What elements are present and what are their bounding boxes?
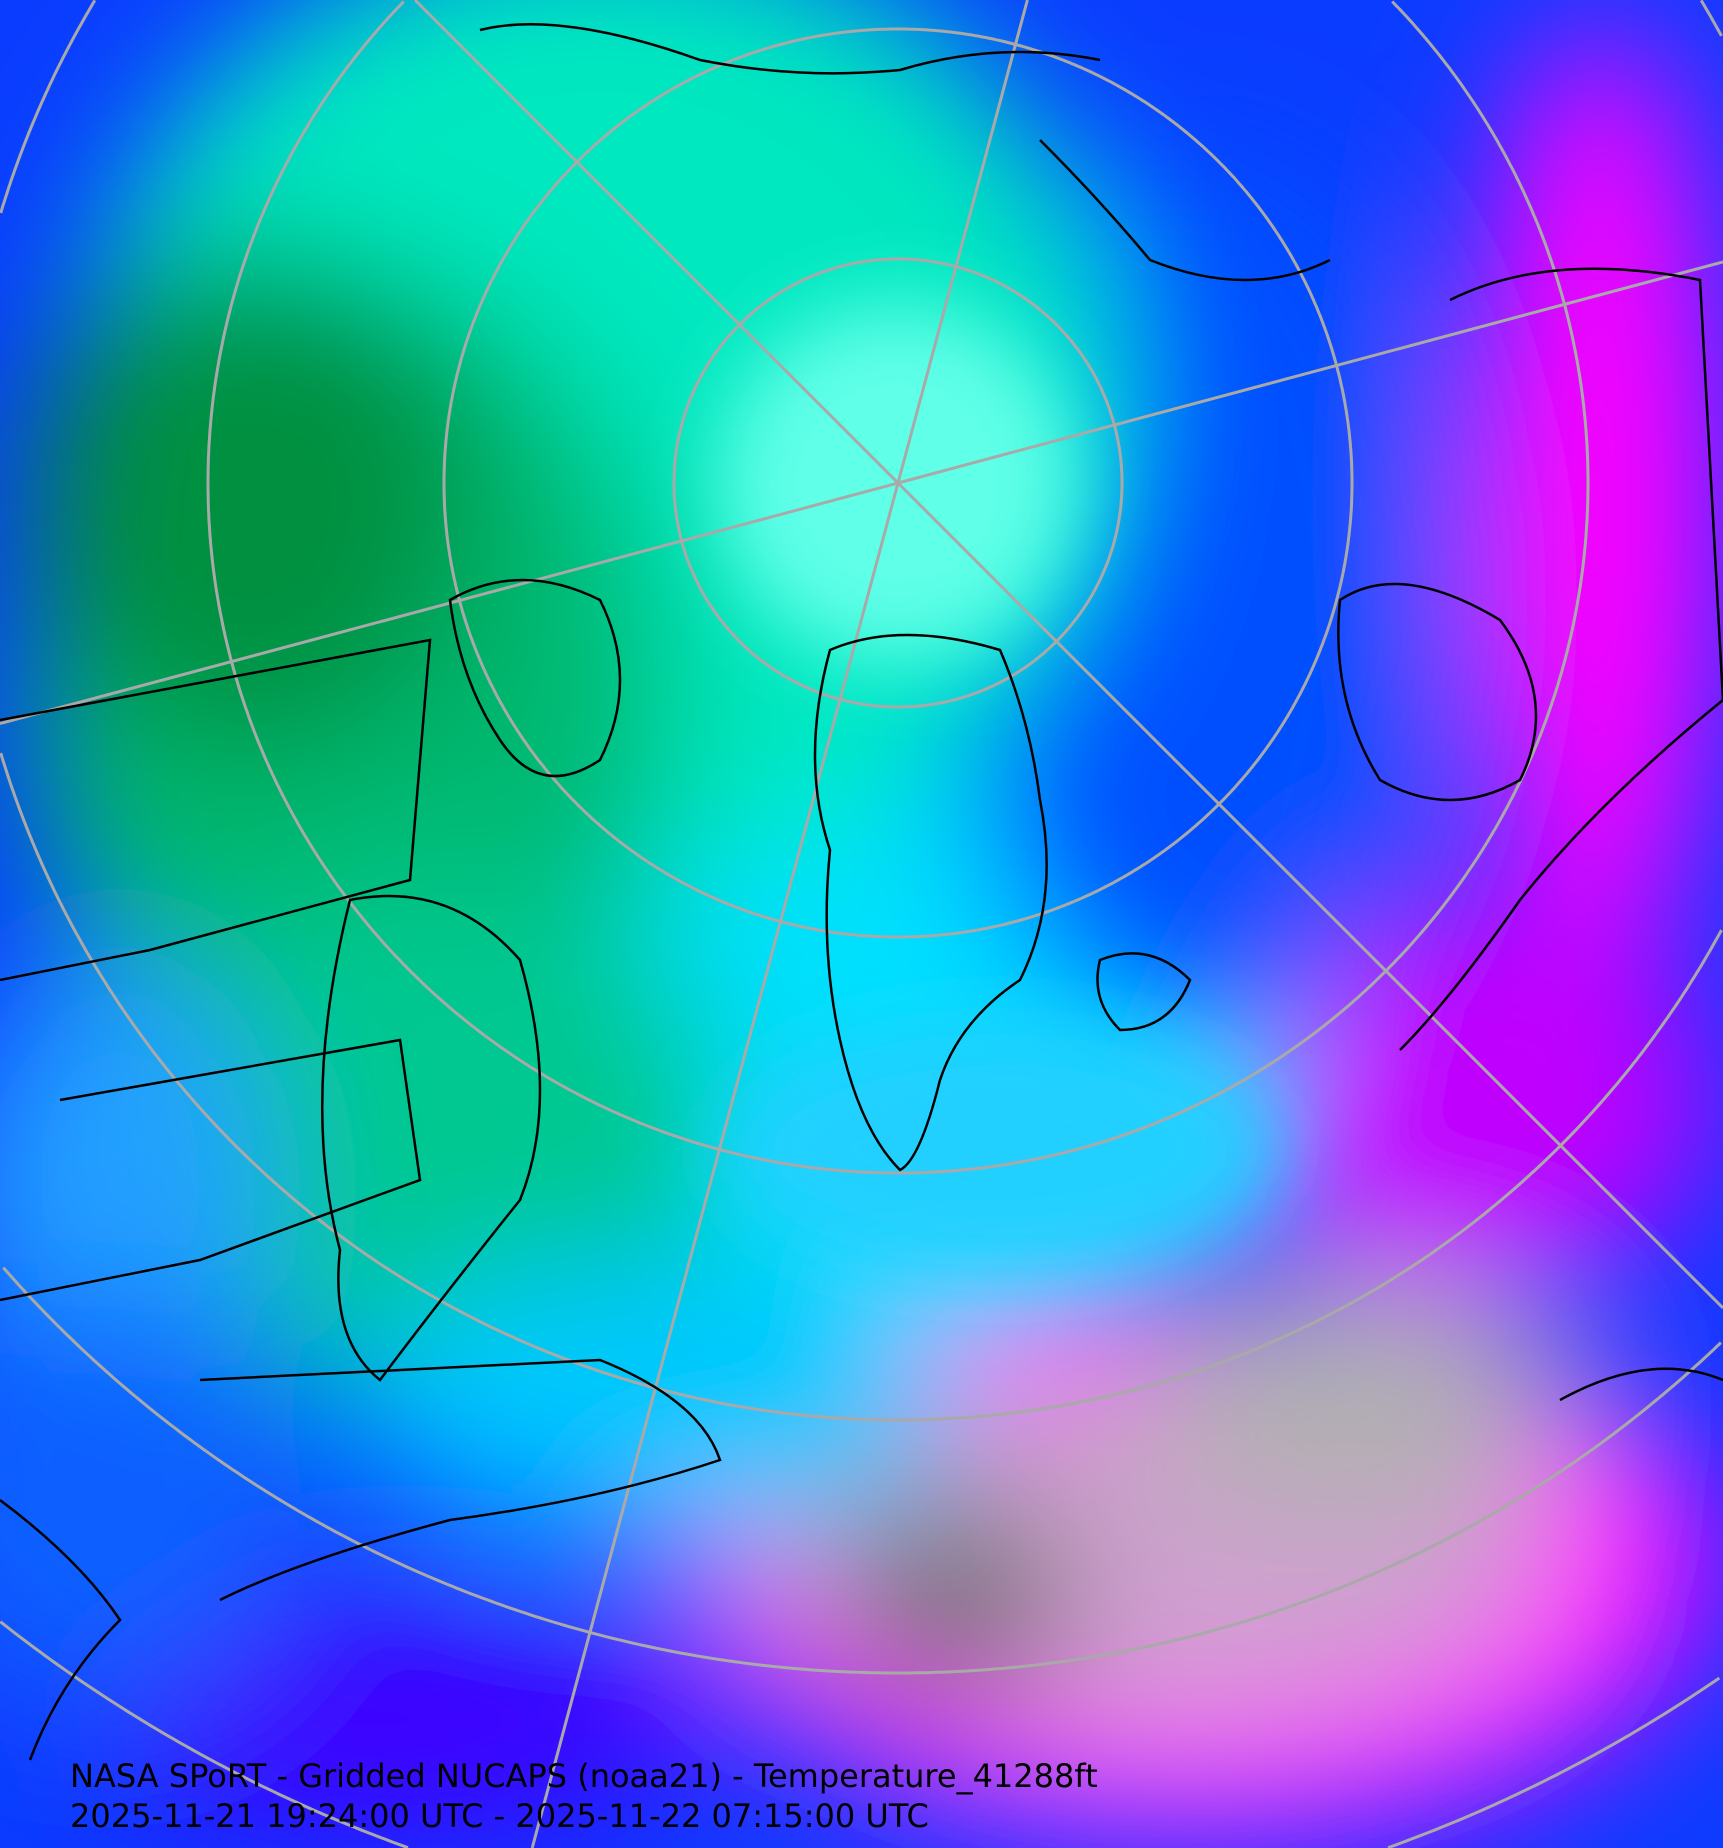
map-title: NASA SPoRT - Gridded NUCAPS (noaa21) - T… [70,1757,1098,1795]
meridian-line [413,0,900,485]
meridian-line [896,0,1029,484]
coastlines [0,23,1723,1761]
latitude-circle [442,27,1354,939]
latitude-circle [206,0,1590,1175]
latitude-circle [2,1266,1722,1675]
latitude-circle [0,0,1723,1422]
map-time-range: 2025-11-21 19:24:00 UTC - 2025-11-22 07:… [70,1797,929,1835]
latitude-circle [0,1620,1721,1848]
meridian-line [530,482,900,1848]
meridian-line [0,481,899,726]
meridian-line [896,481,1723,1310]
meridian-line [897,260,1723,485]
